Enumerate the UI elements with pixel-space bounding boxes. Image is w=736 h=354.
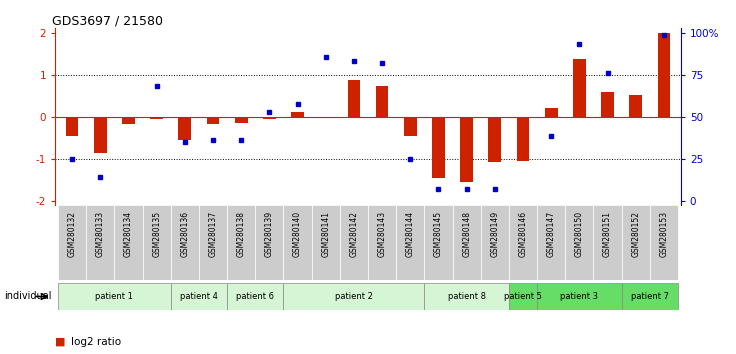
Text: GSM280143: GSM280143 (378, 211, 386, 257)
Text: log2 ratio: log2 ratio (71, 337, 121, 347)
Text: GSM280147: GSM280147 (547, 211, 556, 257)
Bar (291, 112, 304, 117)
Text: GSM280137: GSM280137 (208, 211, 218, 257)
Text: patient 8: patient 8 (447, 292, 486, 301)
Bar (376, 86, 389, 117)
Bar (593, 205, 622, 280)
Bar (537, 283, 622, 310)
Bar (545, 108, 557, 117)
Text: GSM280140: GSM280140 (293, 211, 302, 257)
Bar (601, 92, 614, 117)
Text: GSM280136: GSM280136 (180, 211, 189, 257)
Bar (425, 205, 453, 280)
Bar (565, 205, 593, 280)
Bar (629, 95, 642, 117)
Bar (657, 33, 670, 117)
Text: patient 3: patient 3 (560, 292, 598, 301)
Text: patient 7: patient 7 (631, 292, 669, 301)
Text: patient 6: patient 6 (236, 292, 275, 301)
Bar (58, 283, 171, 310)
Bar (517, 117, 529, 161)
Text: GSM280150: GSM280150 (575, 211, 584, 257)
Bar (263, 117, 276, 119)
Text: GSM280138: GSM280138 (237, 211, 246, 257)
Bar (283, 205, 311, 280)
Text: GSM280132: GSM280132 (68, 211, 77, 257)
Text: GSM280134: GSM280134 (124, 211, 133, 257)
Bar (143, 205, 171, 280)
Bar (537, 205, 565, 280)
Bar (481, 205, 509, 280)
Bar (122, 117, 135, 124)
Text: patient 4: patient 4 (180, 292, 218, 301)
Bar (622, 205, 650, 280)
Bar (340, 205, 368, 280)
Bar (150, 117, 163, 119)
Text: GSM280139: GSM280139 (265, 211, 274, 257)
Text: GSM280145: GSM280145 (434, 211, 443, 257)
Bar (207, 117, 219, 124)
Bar (171, 283, 227, 310)
Text: GSM280135: GSM280135 (152, 211, 161, 257)
Bar (425, 283, 509, 310)
Text: GSM280151: GSM280151 (603, 211, 612, 257)
Bar (179, 117, 191, 140)
Bar (573, 59, 586, 117)
Text: GSM280133: GSM280133 (96, 211, 105, 257)
Text: ■: ■ (55, 337, 66, 347)
Bar (311, 205, 340, 280)
Bar (509, 205, 537, 280)
Bar (489, 117, 501, 162)
Text: GSM280149: GSM280149 (490, 211, 499, 257)
Bar (94, 117, 107, 153)
Bar (368, 205, 396, 280)
Text: patient 2: patient 2 (335, 292, 373, 301)
Bar (199, 205, 227, 280)
Bar (114, 205, 143, 280)
Text: patient 5: patient 5 (504, 292, 542, 301)
Text: GSM280146: GSM280146 (518, 211, 528, 257)
Text: patient 1: patient 1 (96, 292, 133, 301)
Bar (58, 205, 86, 280)
Bar (235, 117, 247, 123)
Bar (171, 205, 199, 280)
Bar (460, 117, 473, 182)
Text: GSM280142: GSM280142 (350, 211, 358, 257)
Bar (86, 205, 114, 280)
Bar (509, 283, 537, 310)
Bar (622, 283, 678, 310)
Bar (227, 205, 255, 280)
Bar (396, 205, 425, 280)
Bar (255, 205, 283, 280)
Bar (283, 283, 425, 310)
Bar (453, 205, 481, 280)
Bar (432, 117, 445, 178)
Text: GSM280152: GSM280152 (631, 211, 640, 257)
Text: GSM280148: GSM280148 (462, 211, 471, 257)
Bar (347, 80, 360, 117)
Text: GDS3697 / 21580: GDS3697 / 21580 (52, 14, 163, 27)
Text: GSM280153: GSM280153 (659, 211, 668, 257)
Bar (650, 205, 678, 280)
Text: GSM280144: GSM280144 (406, 211, 415, 257)
Text: GSM280141: GSM280141 (321, 211, 330, 257)
Bar (66, 117, 79, 136)
Bar (404, 117, 417, 136)
Text: individual: individual (4, 291, 52, 302)
Bar (227, 283, 283, 310)
